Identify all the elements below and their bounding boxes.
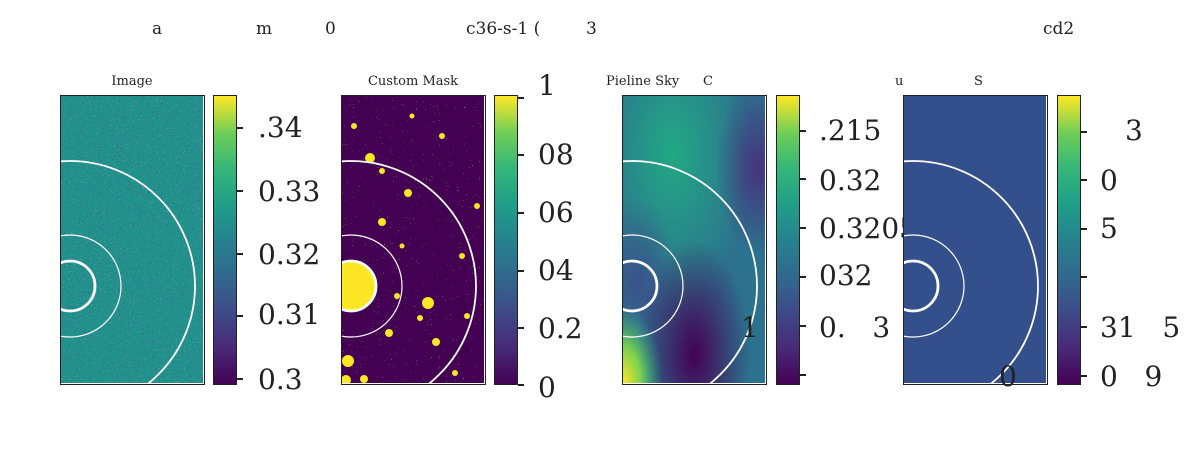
suptitle-fragment: cd2 (1043, 19, 1075, 39)
panel-title-sky-extra: C (703, 74, 713, 89)
mask-colorbar (494, 95, 518, 385)
colorbar-tick-label: 0.32 (258, 238, 321, 271)
colorbar-tick (1081, 131, 1087, 133)
stray-label: 0 (999, 360, 1017, 393)
colorbar-tick (518, 212, 524, 214)
colorbar-tick (1081, 179, 1087, 181)
colorbar-tick (518, 384, 524, 386)
model-rings (904, 160, 1039, 383)
suptitle-fragment: c36-s-1 ( (466, 19, 541, 39)
image-panel (60, 95, 205, 385)
sky-colorbar (776, 95, 800, 385)
colorbar-tick-label: 0.3 (258, 363, 303, 396)
colorbar-tick-label: 31 5 (1100, 311, 1181, 344)
colorbar-tick (518, 154, 524, 156)
stray-label: 1 (741, 311, 759, 344)
colorbar-tick-label: 0.2 (538, 312, 583, 345)
colorbar-tick-label: 0. 3 (819, 311, 891, 344)
colorbar-tick (237, 253, 243, 255)
mask-rings (342, 160, 477, 383)
colorbar-tick-label: 032 (819, 259, 873, 292)
colorbar-tick (800, 130, 806, 132)
panel-title-model-extra: u (895, 74, 904, 89)
panel-title-model: S (974, 74, 983, 89)
colorbar-tick-label: 3 (1125, 114, 1143, 147)
colorbar-tick (518, 327, 524, 329)
colorbar-tick-label: 0.31 (258, 298, 321, 331)
colorbar-tick-label: 1 (538, 69, 556, 102)
colorbar-tick (237, 315, 243, 317)
colorbar-tick-label: .215 (819, 114, 882, 147)
panel-title-image: Image (111, 74, 153, 89)
suptitle-fragment: 0 (325, 19, 336, 39)
colorbar-tick (800, 178, 806, 180)
model-colorbar (1057, 95, 1081, 385)
colorbar-tick-label: 0 (1100, 164, 1118, 197)
colorbar-tick-label: 0 (538, 371, 556, 404)
colorbar-tick (800, 276, 806, 278)
colorbar-tick (1081, 228, 1087, 230)
sky-rings (623, 160, 758, 383)
colorbar-tick-label: 0.33 (258, 175, 321, 208)
model-panel (903, 95, 1048, 385)
colorbar-tick (1081, 375, 1087, 377)
suptitle-fragment: 3 (586, 19, 597, 39)
colorbar-tick (800, 227, 806, 229)
panel-title-sky: Pieline Sky (606, 74, 680, 89)
colorbar-tick-label: 0 9 (1100, 360, 1163, 393)
suptitle-fragment: m (256, 19, 273, 39)
suptitle-fragment: a (152, 19, 163, 39)
colorbar-tick (518, 97, 524, 99)
colorbar-tick (518, 270, 524, 272)
mask-blobs (342, 113, 480, 383)
image-colorbar (213, 95, 237, 385)
colorbar-tick-label: 5 (1100, 212, 1118, 245)
colorbar-tick-label: 08 (538, 138, 574, 171)
colorbar-tick (800, 325, 806, 327)
colorbar-tick (1081, 276, 1087, 278)
sky-panel (622, 95, 767, 385)
colorbar-tick-label: .34 (258, 111, 303, 144)
colorbar-tick-label: 0.32 (819, 164, 882, 197)
colorbar-tick-label: 06 (538, 196, 574, 229)
colorbar-tick (1081, 326, 1087, 328)
mask-panel (341, 95, 486, 385)
colorbar-tick (237, 127, 243, 129)
colorbar-tick (800, 374, 806, 376)
panel-title-mask: Custom Mask (367, 74, 459, 89)
colorbar-tick-label: 0.3205 (819, 212, 917, 245)
colorbar-tick (237, 190, 243, 192)
colorbar-tick (237, 378, 243, 380)
colorbar-tick-label: 04 (538, 254, 574, 287)
image-rings (61, 160, 196, 383)
